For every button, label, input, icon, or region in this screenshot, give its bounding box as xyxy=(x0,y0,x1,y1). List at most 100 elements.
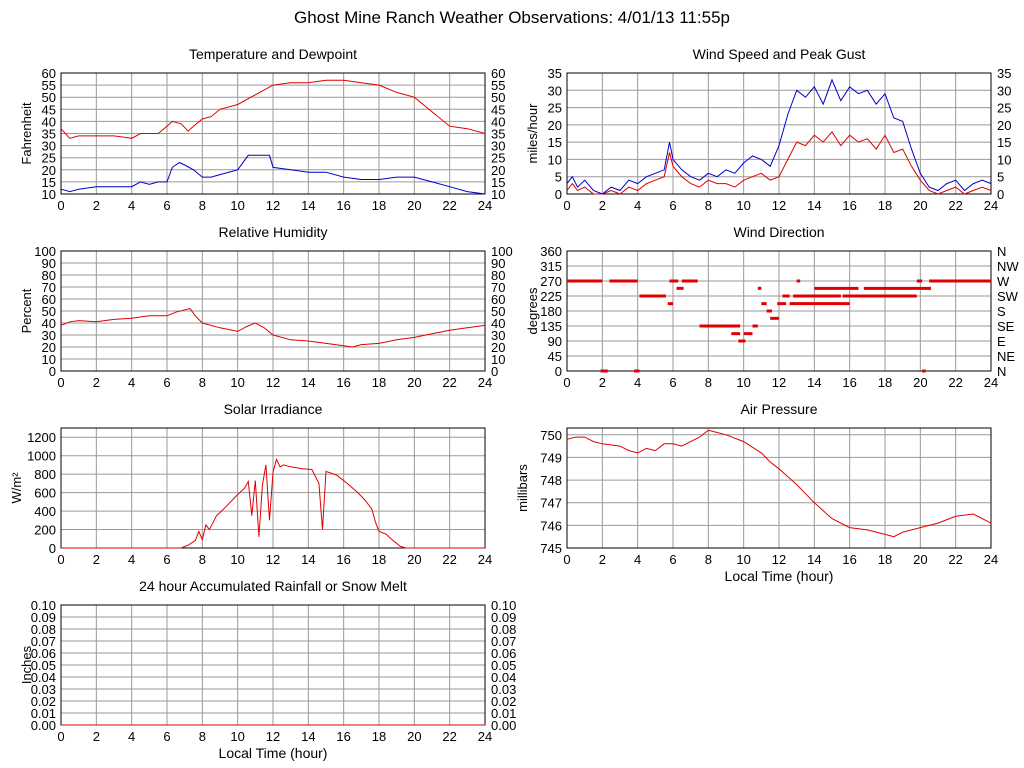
x-tick-label: 2 xyxy=(599,375,606,390)
y-tick-label: 60 xyxy=(42,292,56,307)
y-tick-label-right: 0.10 xyxy=(491,598,516,613)
y-tick-label: 30 xyxy=(42,328,56,343)
x-tick-label: 16 xyxy=(336,198,350,213)
y-tick-label-right: 70 xyxy=(491,280,505,295)
x-tick-label: 20 xyxy=(407,375,421,390)
x-tick-label: 8 xyxy=(705,552,712,567)
y-tick-label-right: 35 xyxy=(491,127,505,142)
x-tick-label: 16 xyxy=(336,375,350,390)
y-tick-label: 5 xyxy=(555,170,562,185)
y-tick-label-right: 90 xyxy=(491,256,505,271)
y-tick-label: 30 xyxy=(42,139,56,154)
y-axis-label: miles/hour xyxy=(525,103,540,164)
y-tick-label-right: 0.07 xyxy=(491,634,516,649)
x-tick-label: 0 xyxy=(57,375,64,390)
x-tick-label: 18 xyxy=(878,552,892,567)
y-axis-label: Fahrenheit xyxy=(19,102,34,165)
y-tick-label-right: NE xyxy=(997,349,1015,364)
x-tick-label: 18 xyxy=(372,375,386,390)
y-tick-label: 747 xyxy=(540,496,562,511)
y-tick-label: 45 xyxy=(42,102,56,117)
y-tick-label-right: 45 xyxy=(491,102,505,117)
pressure-series-red-line xyxy=(566,429,992,538)
y-axis-label: W/m² xyxy=(9,472,24,504)
x-tick-label: 14 xyxy=(301,375,315,390)
chart-title: Air Pressure xyxy=(740,401,817,417)
humidity-series-red-line xyxy=(60,308,486,348)
y-tick-label: 15 xyxy=(548,135,562,150)
x-tick-label: 6 xyxy=(669,552,676,567)
y-tick-label: 60 xyxy=(42,66,56,81)
y-tick-label-right: 80 xyxy=(491,268,505,283)
y-tick-label: 0.04 xyxy=(31,670,56,685)
y-tick-label: 70 xyxy=(42,280,56,295)
y-tick-label: 1200 xyxy=(27,430,56,445)
y-tick-label-right: 0.08 xyxy=(491,622,516,637)
x-tick-label: 2 xyxy=(599,552,606,567)
y-tick-label: 800 xyxy=(34,467,56,482)
x-tick-label: 20 xyxy=(913,375,927,390)
rain-chart: 24 hour Accumulated Rainfall or Snow Mel… xyxy=(19,578,516,761)
y-tick-label-right: 50 xyxy=(491,304,505,319)
x-tick-label: 4 xyxy=(634,375,641,390)
y-tick-label: 0 xyxy=(49,541,56,556)
y-tick-label-right: 30 xyxy=(491,139,505,154)
y-axis-label: millibars xyxy=(515,464,530,512)
x-tick-label: 8 xyxy=(199,729,206,744)
x-tick-label: 10 xyxy=(230,552,244,567)
y-tick-label: 35 xyxy=(548,66,562,81)
x-tick-label: 12 xyxy=(772,375,786,390)
x-tick-label: 4 xyxy=(634,198,641,213)
y-tick-label: 745 xyxy=(540,541,562,556)
y-tick-label: 0.06 xyxy=(31,646,56,661)
x-tick-label: 14 xyxy=(301,198,315,213)
y-tick-label: 10 xyxy=(42,187,56,202)
y-tick-label: 315 xyxy=(540,259,562,274)
y-tick-label-right: 0.09 xyxy=(491,610,516,625)
y-tick-label-right: 40 xyxy=(491,114,505,129)
y-tick-label-right: 40 xyxy=(491,316,505,331)
y-tick-label-right: 15 xyxy=(997,135,1011,150)
y-tick-label-right: 0.00 xyxy=(491,718,516,733)
x-tick-label: 6 xyxy=(669,375,676,390)
x-tick-label: 10 xyxy=(736,375,750,390)
x-axis-label: Local Time (hour) xyxy=(219,745,328,761)
x-tick-label: 12 xyxy=(266,375,280,390)
y-tick-label-right: 0.04 xyxy=(491,670,516,685)
y-tick-label-right: 60 xyxy=(491,66,505,81)
y-tick-label: 50 xyxy=(42,304,56,319)
y-tick-label-right: 25 xyxy=(491,151,505,166)
y-tick-label: 90 xyxy=(548,334,562,349)
x-tick-label: 24 xyxy=(478,198,492,213)
x-tick-label: 4 xyxy=(634,552,641,567)
x-tick-label: 16 xyxy=(336,552,350,567)
y-tick-label: 90 xyxy=(42,256,56,271)
y-tick-label: 20 xyxy=(548,118,562,133)
y-tick-label-right: 0.03 xyxy=(491,682,516,697)
x-tick-label: 10 xyxy=(230,729,244,744)
x-tick-label: 22 xyxy=(948,552,962,567)
x-tick-label: 8 xyxy=(199,552,206,567)
solar-series-red-line xyxy=(61,457,485,549)
y-tick-label: 100 xyxy=(34,244,56,259)
x-tick-label: 4 xyxy=(128,729,135,744)
x-tick-label: 8 xyxy=(705,198,712,213)
x-tick-label: 14 xyxy=(807,552,821,567)
y-axis-label: degrees xyxy=(525,287,540,334)
y-tick-label: 400 xyxy=(34,504,56,519)
x-tick-label: 0 xyxy=(57,198,64,213)
y-tick-label-right: 10 xyxy=(997,152,1011,167)
y-tick-label: 0.05 xyxy=(31,658,56,673)
x-tick-label: 4 xyxy=(128,375,135,390)
y-tick-label: 135 xyxy=(540,319,562,334)
x-tick-label: 2 xyxy=(93,375,100,390)
y-tick-label-right: SE xyxy=(997,319,1015,334)
x-tick-label: 14 xyxy=(301,729,315,744)
y-tick-label-right: 5 xyxy=(997,170,1004,185)
y-tick-label-right: 20 xyxy=(997,118,1011,133)
x-tick-label: 24 xyxy=(984,198,998,213)
x-tick-label: 0 xyxy=(563,552,570,567)
x-tick-label: 20 xyxy=(407,552,421,567)
x-tick-label: 18 xyxy=(372,552,386,567)
